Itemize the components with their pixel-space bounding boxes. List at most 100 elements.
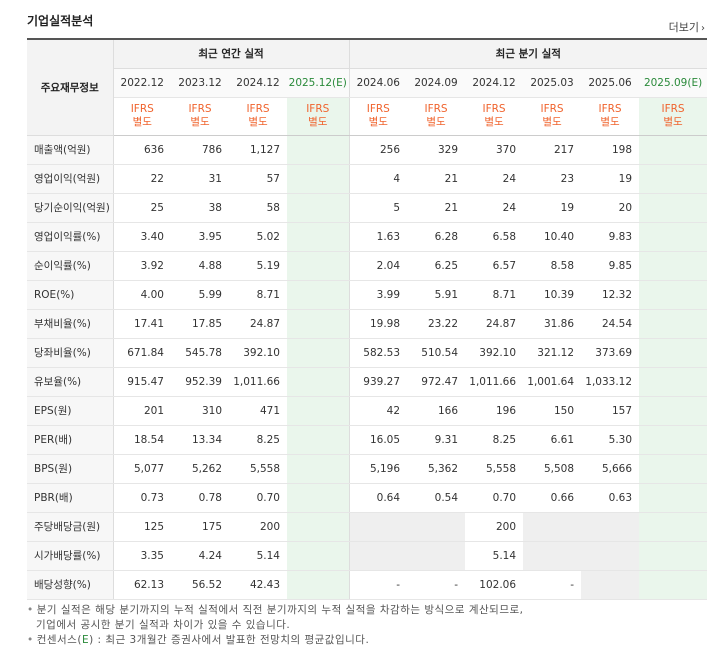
table-cell: [407, 541, 466, 571]
table-row: 당기순이익(억원) 25 38 58 5 21 24 19 20: [27, 193, 708, 223]
table-cell: [348, 511, 408, 542]
table-cell: 24: [465, 164, 524, 194]
table-cell: 19: [581, 164, 640, 194]
table-cell: 19: [523, 193, 582, 223]
table-cell: 510.54: [407, 338, 466, 368]
table-cell: 4: [348, 164, 408, 194]
table-cell: 19.98: [348, 308, 408, 339]
table-cell: -: [407, 570, 466, 600]
ifrs-label-7: IFRS 별도: [523, 97, 582, 136]
table-row: 부채비율(%) 17.41 17.85 24.87 19.98 23.22 24.87 31.…: [27, 308, 708, 339]
table-cell: [407, 511, 466, 542]
table-cell: 5,558: [465, 454, 524, 484]
table-cell: 24.54: [581, 308, 640, 339]
row-label: PER(배): [27, 425, 114, 455]
table-cell: 8.25: [229, 425, 287, 455]
table-cell: 4.24: [171, 541, 229, 571]
period-1: 2023.12: [171, 68, 229, 98]
table-cell: 5,362: [407, 454, 466, 484]
table-cell: 4.88: [171, 251, 229, 281]
table-cell: [287, 193, 350, 223]
table-cell: [639, 570, 708, 600]
table-cell: 157: [581, 395, 640, 426]
ifrs-label-2: IFRS 별도: [229, 97, 287, 136]
table-cell: 915.47: [113, 367, 171, 397]
table-cell: 125: [113, 511, 171, 542]
more-link[interactable]: 더보기 ›: [669, 19, 705, 35]
table-row: 영업이익(억원) 22 31 57 4 21 24 23 19: [27, 164, 708, 194]
row-label: 유보율(%): [27, 367, 114, 397]
period-4: 2024.06: [348, 68, 408, 98]
table-cell: [523, 511, 582, 542]
table-cell: 373.69: [581, 338, 640, 368]
table-row: EPS(원) 201 310 471 42 166 196 150 157: [27, 395, 708, 426]
table-cell: 671.84: [113, 338, 171, 368]
quarter-header: 최근 분기 실적: [348, 38, 708, 69]
table-cell: 3.40: [113, 221, 171, 252]
table-cell: 471: [229, 395, 287, 426]
table-cell: [639, 395, 708, 426]
table-cell: 10.40: [523, 221, 582, 252]
table-cell: [287, 367, 350, 397]
table-cell: 5,558: [229, 454, 287, 484]
row-label: 시가배당률(%): [27, 541, 114, 571]
table-cell: 310: [171, 395, 229, 426]
footnotes: • 분기 실적은 해당 분기까지의 누적 실적에서 직전 분기까지의 누적 실적을…: [27, 603, 523, 648]
table-cell: 9.85: [581, 251, 640, 281]
table-cell: 102.06: [465, 570, 524, 600]
period-0: 2022.12: [113, 68, 171, 98]
table-cell: [287, 251, 350, 281]
table-cell: 8.58: [523, 251, 582, 281]
table-cell: 321.12: [523, 338, 582, 368]
table-row: PBR(배) 0.73 0.78 0.70 0.64 0.54 0.70 0.66 0.63: [27, 483, 708, 513]
table-row: 주당배당금(원) 125 175 200 200: [27, 511, 708, 542]
ifrs-label-0: IFRS 별도: [113, 97, 171, 136]
table-cell: 6.61: [523, 425, 582, 455]
table-cell: [348, 541, 408, 571]
table-cell: 10.39: [523, 280, 582, 310]
table-cell: 23: [523, 164, 582, 194]
table-cell: [287, 221, 350, 252]
table-cell: 0.73: [113, 483, 171, 513]
footnote-1-cont: 기업에서 공시한 분기 실적과 차이가 있을 수 있습니다.: [36, 619, 291, 631]
financial-table: 주요재무정보 최근 연간 실적 최근 분기 실적 2022.12 2023.12 2…: [27, 38, 708, 600]
period-8: 2025.06: [581, 68, 640, 98]
table-cell: [639, 425, 708, 455]
table-cell: 636: [113, 135, 171, 165]
table-cell: 58: [229, 193, 287, 223]
table-cell: 8.71: [229, 280, 287, 310]
table-cell: 38: [171, 193, 229, 223]
table-cell: 6.58: [465, 221, 524, 252]
table-cell: 56.52: [171, 570, 229, 600]
table-cell: [287, 164, 350, 194]
table-cell: 4.00: [113, 280, 171, 310]
table-cell: 42.43: [229, 570, 287, 600]
row-label: 영업이익(억원): [27, 164, 114, 194]
table-cell: 5.14: [229, 541, 287, 571]
table-cell: 200: [465, 511, 524, 542]
table-row: 영업이익률(%) 3.40 3.95 5.02 1.63 6.28 6.58 10.40 9.8…: [27, 221, 708, 252]
table-cell: 3.92: [113, 251, 171, 281]
table-cell: [639, 541, 708, 571]
table-cell: 25: [113, 193, 171, 223]
table-cell: 21: [407, 193, 466, 223]
table-cell: 582.53: [348, 338, 408, 368]
table-row: ROE(%) 4.00 5.99 8.71 3.99 5.91 8.71 10.39 12.32: [27, 280, 708, 310]
table-row: 배당성향(%) 62.13 56.52 42.43- -102.06-: [27, 570, 708, 600]
period-7: 2025.03: [523, 68, 582, 98]
table-cell: 21: [407, 164, 466, 194]
table-row: 매출액(억원) 636 786 1,127 256 329 370 217 198: [27, 135, 708, 165]
table-cell: 0.64: [348, 483, 408, 513]
table-cell: [639, 308, 708, 339]
table-cell: [639, 338, 708, 368]
table-cell: 200: [229, 511, 287, 542]
table-cell: [639, 511, 708, 542]
row-label: 순이익률(%): [27, 251, 114, 281]
row-label: PBR(배): [27, 483, 114, 513]
row-label: 영업이익률(%): [27, 221, 114, 252]
table-cell: -: [348, 570, 408, 600]
table-cell: 17.85: [171, 308, 229, 339]
table-cell: 31: [171, 164, 229, 194]
period-2: 2024.12: [229, 68, 287, 98]
row-label: EPS(원): [27, 395, 114, 426]
